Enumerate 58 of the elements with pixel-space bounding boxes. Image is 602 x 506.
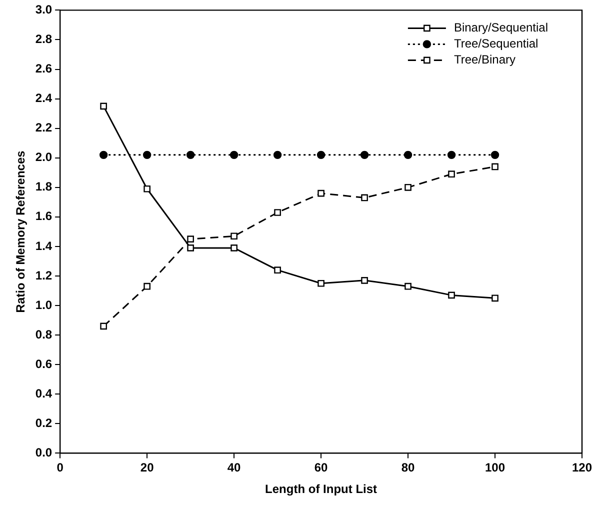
point	[448, 292, 455, 299]
point	[230, 244, 238, 252]
x-axis-title: Length of Input List	[265, 482, 378, 496]
point	[274, 209, 281, 216]
point	[186, 150, 195, 160]
point	[144, 282, 150, 290]
point	[230, 150, 238, 160]
point	[492, 294, 498, 302]
point	[187, 236, 194, 243]
y-tick-label: 0.6	[35, 356, 52, 371]
point	[230, 232, 238, 240]
y-tick-label: 2.2	[35, 120, 52, 135]
y-tick-label: 1.8	[35, 180, 52, 194]
point	[274, 266, 281, 274]
x-tick-label: 0	[56, 460, 64, 475]
x-tick-label: 40	[227, 460, 242, 475]
point	[360, 150, 369, 160]
point	[318, 280, 324, 287]
point	[142, 150, 152, 160]
point	[490, 150, 500, 160]
y-tick-label: 1.2	[35, 268, 52, 282]
point	[100, 102, 108, 110]
legend-label: Tree/Binary	[454, 52, 516, 67]
x-tick-label: 80	[401, 460, 416, 475]
point	[187, 244, 194, 252]
y-axis-title: Ratio of Memory References	[14, 150, 28, 313]
y-tick-label: 1.4	[35, 238, 52, 253]
x-tick-label: 20	[140, 460, 154, 475]
y-tick-label: 0.2	[35, 416, 52, 430]
y-tick-label: 2.6	[35, 62, 52, 76]
point	[404, 184, 412, 191]
point	[404, 282, 412, 290]
x-tick-label: 100	[485, 460, 506, 475]
point	[144, 185, 150, 192]
x-tick-label: 60	[314, 460, 328, 475]
point	[447, 150, 456, 160]
point	[100, 322, 108, 330]
y-tick-label: 2.0	[35, 150, 52, 164]
y-tick-label: 0.4	[35, 386, 52, 400]
point	[361, 277, 368, 284]
point	[318, 190, 324, 197]
point	[316, 150, 326, 160]
point	[99, 150, 108, 160]
y-tick-label: 0.8	[35, 327, 52, 342]
point	[404, 150, 412, 160]
y-tick-label: 1.6	[35, 209, 52, 224]
legend-label: Binary/Sequential	[454, 20, 548, 35]
point	[448, 170, 455, 178]
y-tick-label: 2.8	[35, 32, 52, 46]
point	[273, 150, 282, 160]
point	[492, 163, 498, 170]
y-tick-label: 0.0	[35, 446, 52, 460]
legend-label: Tree/Sequential	[454, 36, 538, 51]
y-tick-label: 3.0	[35, 2, 52, 17]
x-tick-label: 120	[572, 460, 592, 475]
point	[361, 194, 368, 202]
y-tick-label: 1.0	[35, 298, 52, 312]
y-tick-label: 2.4	[35, 91, 52, 106]
